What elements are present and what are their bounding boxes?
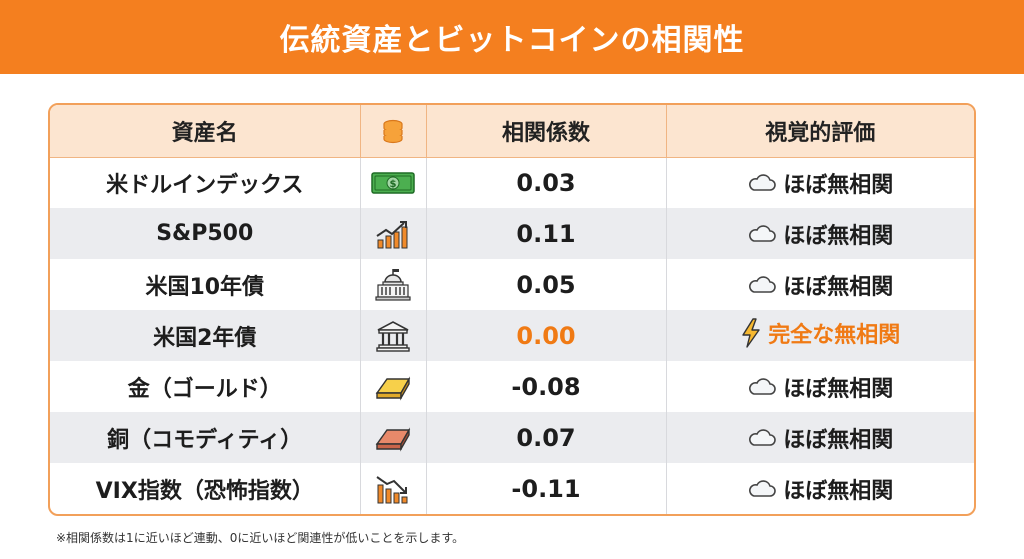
footnote: ※相関係数は1に近いほど連動、0に近いほど関連性が低いことを示します。 <box>56 531 465 545</box>
asset-name: S&P500 <box>50 208 361 259</box>
copper-bar-icon <box>375 426 411 452</box>
correlation-value: -0.08 <box>426 361 667 412</box>
lightning-icon <box>742 318 760 348</box>
asset-name: 金（ゴールド） <box>50 361 361 412</box>
evaluation-label: ほぼ無相関 <box>783 478 894 504</box>
correlation-table: 資産名 相関係数 視覚的評価 米ドルインデックス <box>48 103 976 516</box>
table-row: 銅（コモディティ） 0.07 ほぼ無相関 <box>50 412 974 463</box>
column-header-value: 相関係数 <box>426 105 667 158</box>
asset-name: 米国10年債 <box>50 259 361 310</box>
table-row: S&P500 0.11 <box>50 208 974 259</box>
asset-name: 銅（コモディティ） <box>50 412 361 463</box>
evaluation-label: ほぼ無相関 <box>783 223 894 249</box>
evaluation-label: ほぼ無相関 <box>783 427 894 453</box>
cloud-icon <box>749 224 776 242</box>
table-row: VIX指数（恐怖指数） -0.11 <box>50 463 974 514</box>
coin-stack-icon <box>383 119 403 143</box>
asset-name: VIX指数（恐怖指数） <box>50 463 361 514</box>
evaluation-label: 完全な無相関 <box>768 323 901 348</box>
chart-down-icon <box>376 475 408 503</box>
table-row: 米国2年債 0.00 完全な <box>50 310 974 361</box>
asset-name: 米ドルインデックス <box>50 157 361 208</box>
title-banner: 伝統資産とビットコインの相関性 <box>0 0 1024 74</box>
correlation-value: 0.07 <box>426 412 667 463</box>
svg-text:$: $ <box>390 179 397 190</box>
correlation-value: 0.05 <box>426 259 667 310</box>
asset-name: 米国2年債 <box>50 310 361 361</box>
table-row: 米ドルインデックス $ 0.03 ほぼ無相関 <box>50 157 974 208</box>
column-header-icon <box>360 105 427 158</box>
gold-bar-icon <box>375 375 411 401</box>
chart-up-icon <box>376 220 408 248</box>
cloud-icon <box>749 479 776 497</box>
column-header-evaluation: 視覚的評価 <box>666 105 974 158</box>
correlation-value: 0.03 <box>426 157 667 208</box>
cloud-icon <box>749 428 776 446</box>
cloud-icon <box>749 377 776 395</box>
page-title: 伝統資産とビットコインの相関性 <box>279 23 745 58</box>
dollar-bill-icon: $ <box>371 172 415 194</box>
evaluation-label: ほぼ無相関 <box>783 274 894 300</box>
column-header-asset: 資産名 <box>50 105 361 158</box>
bank-icon <box>376 320 410 352</box>
evaluation-label: ほぼ無相関 <box>783 376 894 402</box>
table-row: 米国10年債 0.05 <box>50 259 974 310</box>
table-header-row: 資産名 相関係数 視覚的評価 <box>50 105 974 158</box>
evaluation-label: ほぼ無相関 <box>783 172 894 198</box>
table-row: 金（ゴールド） -0.08 ほぼ無相関 <box>50 361 974 412</box>
correlation-value: 0.00 <box>426 310 667 361</box>
cloud-icon <box>749 174 776 191</box>
correlation-value: -0.11 <box>426 463 667 514</box>
correlation-value: 0.11 <box>426 208 667 259</box>
cloud-icon <box>749 275 776 293</box>
capitol-icon <box>375 268 411 301</box>
